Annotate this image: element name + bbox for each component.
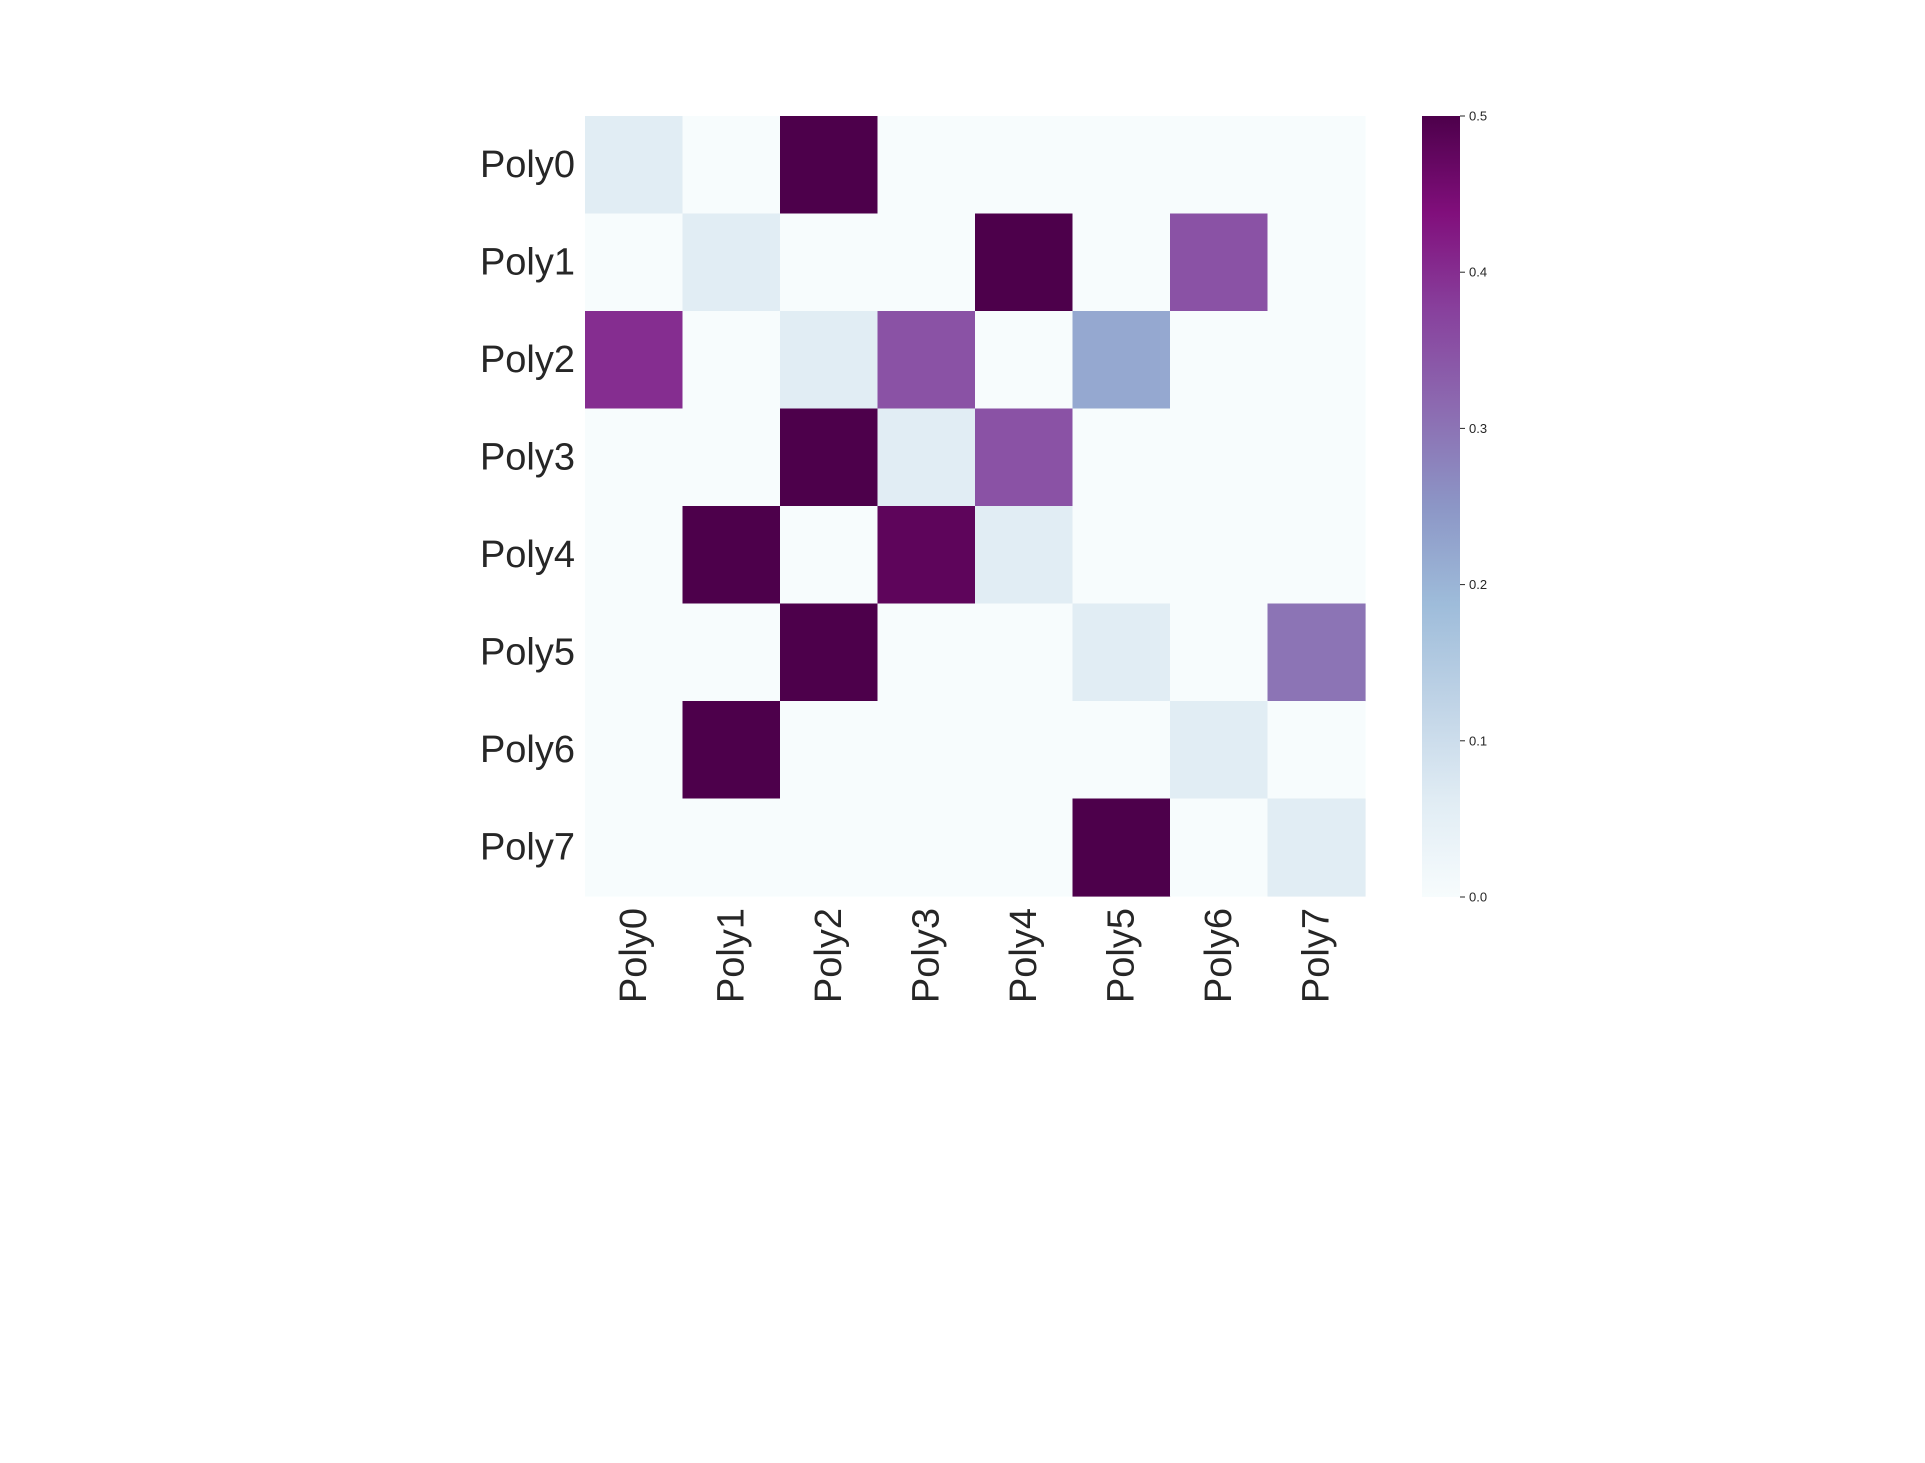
- heatmap-cell-poly2-poly0: [585, 311, 684, 410]
- x-tick-label: Poly2: [808, 908, 850, 1003]
- heatmap-cell-poly3-poly7: [1267, 408, 1366, 507]
- colorbar-tick-label: 0.5: [1469, 109, 1487, 124]
- heatmap-cell-poly1-poly3: [877, 213, 976, 312]
- heatmap-cell-poly7-poly4: [975, 798, 1074, 897]
- colorbar-gradient: [1422, 116, 1460, 897]
- heatmap-cell-poly4-poly3: [877, 506, 976, 605]
- colorbar-ticks: 0.0 0.1 0.2 0.3 0.4 0.5: [1460, 109, 1487, 905]
- heatmap-cell-poly1-poly5: [1072, 213, 1171, 312]
- heatmap-cell-poly5-poly4: [975, 603, 1074, 702]
- heatmap-cell-poly3-poly3: [877, 408, 976, 507]
- heatmap-cell-poly5-poly2: [780, 603, 879, 702]
- x-tick-labels: Poly0 Poly1 Poly2 Poly3 Poly4 Poly5 Poly6 Poly7: [613, 908, 1338, 1003]
- heatmap-cell-poly0-poly2: [780, 116, 879, 215]
- x-tick-label: Poly4: [1003, 908, 1045, 1003]
- colorbar-tick-label: 0.1: [1469, 733, 1487, 748]
- y-tick-label: Poly6: [480, 729, 575, 771]
- heatmap-cell-poly1-poly6: [1170, 213, 1269, 312]
- heatmap-cell-poly2-poly3: [877, 311, 976, 410]
- heatmap-cell-poly2-poly5: [1072, 311, 1171, 410]
- x-tick-label: Poly0: [613, 908, 655, 1003]
- y-tick-label: Poly5: [480, 631, 575, 673]
- heatmap-cell-poly2-poly7: [1267, 311, 1366, 410]
- heatmap-cell-poly4-poly7: [1267, 506, 1366, 605]
- heatmap-cell-poly6-poly1: [682, 701, 781, 800]
- x-tick-label: Poly3: [905, 908, 947, 1003]
- heatmap-cell-poly0-poly7: [1267, 116, 1366, 215]
- heatmap-cell-poly7-poly0: [585, 798, 684, 897]
- heatmap-cell-poly4-poly4: [975, 506, 1074, 605]
- heatmap-cell-poly5-poly7: [1267, 603, 1366, 702]
- heatmap-cell-poly5-poly6: [1170, 603, 1269, 702]
- heatmap-cell-poly1-poly2: [780, 213, 879, 312]
- y-tick-label: Poly3: [480, 436, 575, 478]
- heatmap-cell-poly7-poly3: [877, 798, 976, 897]
- colorbar: 0.0 0.1 0.2 0.3 0.4 0.5: [1422, 109, 1487, 905]
- heatmap-cell-poly1-poly0: [585, 213, 684, 312]
- heatmap-cell-poly0-poly0: [585, 116, 684, 215]
- x-tick-label: Poly6: [1198, 908, 1240, 1003]
- heatmap-cell-poly7-poly6: [1170, 798, 1269, 897]
- x-tick-label: Poly7: [1295, 908, 1337, 1003]
- heatmap-cell-poly1-poly7: [1267, 213, 1366, 312]
- heatmap-cell-poly3-poly4: [975, 408, 1074, 507]
- y-tick-label: Poly7: [480, 826, 575, 868]
- heatmap-cell-poly3-poly6: [1170, 408, 1269, 507]
- heatmap-cell-poly6-poly3: [877, 701, 976, 800]
- heatmap-cell-poly3-poly1: [682, 408, 781, 507]
- x-tick-label: Poly5: [1100, 908, 1142, 1003]
- heatmap-cell-poly0-poly3: [877, 116, 976, 215]
- heatmap-cell-poly4-poly5: [1072, 506, 1171, 605]
- heatmap-cell-poly5-poly1: [682, 603, 781, 702]
- colorbar-tick-label: 0.4: [1469, 265, 1487, 280]
- heatmap-cell-poly0-poly1: [682, 116, 781, 215]
- heatmap-cell-poly3-poly5: [1072, 408, 1171, 507]
- y-tick-labels: Poly0 Poly1 Poly2 Poly3 Poly4 Poly5 Poly6 Poly7: [480, 144, 575, 869]
- heatmap-cells: [585, 116, 1366, 897]
- colorbar-tick-label: 0.2: [1469, 577, 1487, 592]
- heatmap-cell-poly4-poly1: [682, 506, 781, 605]
- heatmap-cell-poly4-poly2: [780, 506, 879, 605]
- heatmap-cell-poly2-poly6: [1170, 311, 1269, 410]
- heatmap-cell-poly6-poly7: [1267, 701, 1366, 800]
- colorbar-tick-label: 0.3: [1469, 421, 1487, 436]
- heatmap-cell-poly1-poly1: [682, 213, 781, 312]
- heatmap-cell-poly7-poly5: [1072, 798, 1171, 897]
- heatmap-cell-poly4-poly6: [1170, 506, 1269, 605]
- y-tick-label: Poly0: [480, 144, 575, 186]
- heatmap-cell-poly2-poly4: [975, 311, 1074, 410]
- heatmap-cell-poly2-poly1: [682, 311, 781, 410]
- heatmap-cell-poly6-poly4: [975, 701, 1074, 800]
- heatmap-cell-poly1-poly4: [975, 213, 1074, 312]
- heatmap-cell-poly7-poly7: [1267, 798, 1366, 897]
- y-tick-label: Poly1: [480, 241, 575, 283]
- heatmap-cell-poly3-poly0: [585, 408, 684, 507]
- colorbar-tick-label: 0.0: [1469, 890, 1487, 905]
- y-tick-label: Poly2: [480, 339, 575, 381]
- heatmap-cell-poly6-poly0: [585, 701, 684, 800]
- heatmap-cell-poly7-poly2: [780, 798, 879, 897]
- heatmap-cell-poly5-poly0: [585, 603, 684, 702]
- heatmap-cell-poly0-poly4: [975, 116, 1074, 215]
- y-tick-label: Poly4: [480, 534, 575, 576]
- heatmap-cell-poly2-poly2: [780, 311, 879, 410]
- heatmap-cell-poly7-poly1: [682, 798, 781, 897]
- heatmap-cell-poly6-poly5: [1072, 701, 1171, 800]
- heatmap-cell-poly6-poly2: [780, 701, 879, 800]
- x-tick-label: Poly1: [710, 908, 752, 1003]
- heatmap-cell-poly0-poly5: [1072, 116, 1171, 215]
- heatmap-cell-poly5-poly5: [1072, 603, 1171, 702]
- heatmap-cell-poly3-poly2: [780, 408, 879, 507]
- heatmap-cell-poly4-poly0: [585, 506, 684, 605]
- heatmap-cell-poly5-poly3: [877, 603, 976, 702]
- heatmap-cell-poly6-poly6: [1170, 701, 1269, 800]
- heatmap-cell-poly0-poly6: [1170, 116, 1269, 215]
